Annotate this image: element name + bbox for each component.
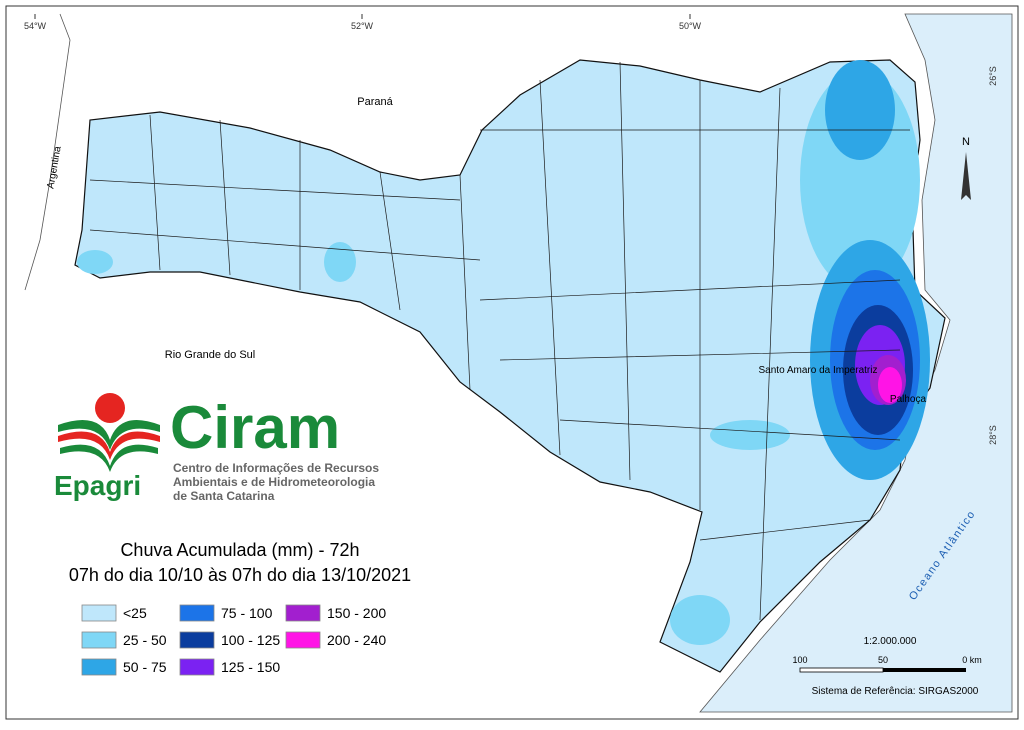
place-label: Paraná [357, 96, 393, 108]
municipalities [89, 61, 910, 621]
logo-epagri: Epagri [54, 470, 141, 501]
lon-label: 54°W [24, 21, 47, 31]
legend-swatch [81, 631, 117, 649]
north-label: N [962, 136, 970, 148]
logo-description: de Santa Catarina [173, 489, 275, 503]
legend-swatch [179, 631, 215, 649]
place-label: Santo Amaro da Imperatriz [759, 365, 878, 376]
map-subtitle: 07h do dia 10/10 às 07h do dia 13/10/202… [69, 565, 411, 585]
scale-bar: 1:2.000.000 100 50 0 km Sistema de Refer… [792, 636, 981, 697]
reference: Sistema de Referência: SIRGAS2000 [812, 686, 979, 697]
legend-label: 200 - 240 [327, 632, 386, 648]
legend-label: 25 - 50 [123, 632, 167, 648]
place-label: Palhoça [890, 394, 927, 405]
lon-label: 52°W [351, 21, 374, 31]
north-arrow [961, 152, 971, 200]
legend-swatch [179, 658, 215, 676]
place-label: Rio Grande do Sul [165, 349, 256, 361]
scale-label: 0 km [962, 655, 982, 665]
rain-zone [77, 250, 113, 274]
legend-swatch [285, 604, 321, 622]
scale-label: 50 [878, 655, 888, 665]
lat-label: 26°S [988, 66, 998, 86]
state [74, 59, 946, 673]
rain-zone [825, 60, 895, 160]
logo: Epagri Ciram Centro de Informações de Re… [54, 393, 379, 503]
rain-zone [710, 420, 790, 450]
rain-zone [670, 595, 730, 645]
border [24, 13, 71, 291]
legend-swatch [81, 604, 117, 622]
legend-label: <25 [123, 605, 147, 621]
logo-description: Ambientais e de Hidrometeorologia [173, 475, 375, 489]
logo-description: Centro de Informações de Recursos [173, 461, 379, 475]
legend: <25 25 - 50 50 - 75 75 - 100 100 - 125 125 - … [81, 604, 386, 676]
legend-label: 100 - 125 [221, 632, 280, 648]
lat-label: 28°S [988, 425, 998, 445]
rain-zone [324, 242, 356, 282]
legend-label: 50 - 75 [123, 659, 167, 675]
legend-swatch [81, 658, 117, 676]
scale-ratio: 1:2.000.000 [864, 636, 917, 647]
scale-label: 100 [792, 655, 807, 665]
legend-label: 125 - 150 [221, 659, 280, 675]
legend-swatch [179, 604, 215, 622]
legend-label: 150 - 200 [327, 605, 386, 621]
map-title: Chuva Acumulada (mm) - 72h [120, 540, 359, 560]
legend-label: 75 - 100 [221, 605, 273, 621]
rain-zones [77, 60, 930, 645]
lon-label: 50°W [679, 21, 702, 31]
legend-swatch [285, 631, 321, 649]
rain-zone [878, 367, 902, 403]
graticule: 54°W 52°W 50°W 26°S 28°S [24, 14, 998, 445]
logo-ciram: Ciram [170, 394, 340, 461]
